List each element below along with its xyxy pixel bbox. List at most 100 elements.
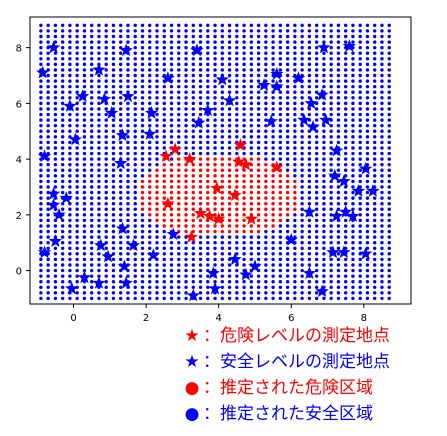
safe-region-dot xyxy=(162,257,166,262)
safe-region-dot xyxy=(213,112,217,117)
safe-region-dot xyxy=(39,263,43,267)
safe-region-dot xyxy=(351,151,355,156)
safe-region-dot xyxy=(380,123,384,128)
safe-region-dot xyxy=(119,196,123,200)
danger-region-dot xyxy=(206,168,210,172)
safe-region-dot xyxy=(293,151,297,156)
safe-region-dot xyxy=(82,57,87,61)
safe-region-dot xyxy=(169,263,174,267)
safe-region-dot xyxy=(184,296,188,301)
danger-region-dot xyxy=(155,185,159,189)
safe-region-dot xyxy=(264,123,268,128)
safe-region-dot xyxy=(373,34,377,39)
safe-region-dot xyxy=(358,257,362,262)
safe-region-dot xyxy=(271,62,275,67)
safe-region-dot xyxy=(314,246,319,250)
safe-region-dot xyxy=(220,57,225,61)
danger-region-dot xyxy=(162,190,166,195)
safe-region-dot xyxy=(351,274,355,278)
safe-region-dot xyxy=(53,34,58,39)
danger-measurement-star xyxy=(193,206,208,220)
safe-region-dot xyxy=(242,101,246,106)
safe-region-dot xyxy=(300,140,304,145)
safe-region-dot xyxy=(300,84,304,89)
safe-region-dot xyxy=(82,207,87,211)
danger-measurement-star xyxy=(228,188,242,201)
safe-region-dot xyxy=(104,23,108,28)
safe-region-dot xyxy=(249,40,254,44)
safe-region-dot xyxy=(104,107,108,111)
safe-region-dot xyxy=(89,218,94,223)
safe-region-dot xyxy=(169,118,174,122)
safe-region-dot xyxy=(75,90,79,94)
danger-region-dot xyxy=(169,162,174,167)
danger-region-dot xyxy=(206,201,210,206)
safe-region-dot xyxy=(351,135,355,139)
safe-region-dot xyxy=(351,268,355,273)
safe-region-dot xyxy=(307,68,312,72)
safe-region-dot xyxy=(358,207,362,211)
safe-region-dot xyxy=(300,179,304,184)
safe-region-dot xyxy=(358,179,362,184)
safe-region-dot xyxy=(351,185,355,189)
safe-region-dot xyxy=(365,23,370,28)
safe-region-dot xyxy=(191,123,195,128)
danger-region-dot xyxy=(271,218,275,223)
safe-region-dot xyxy=(89,274,94,278)
safe-region-dot xyxy=(307,257,312,262)
safe-region-dot xyxy=(75,291,79,295)
safe-region-dot xyxy=(177,241,181,245)
danger-region-dot xyxy=(256,179,261,184)
safe-region-dot xyxy=(264,235,268,239)
safe-region-dot xyxy=(264,252,268,256)
safe-region-dot xyxy=(271,296,275,301)
safe-region-dot xyxy=(53,40,58,44)
safe-region-dot xyxy=(140,146,145,150)
safe-region-dot xyxy=(293,140,297,145)
safe-region-dot xyxy=(322,51,326,55)
safe-region-dot xyxy=(329,229,333,234)
safe-region-dot xyxy=(97,34,101,39)
safe-region-dot xyxy=(213,73,217,78)
safe-region-dot xyxy=(60,140,65,145)
safe-region-dot xyxy=(111,201,116,206)
safe-region-dot xyxy=(60,45,65,50)
safe-region-dot xyxy=(351,96,355,100)
safe-region-dot xyxy=(119,68,123,72)
safe-region-dot xyxy=(235,29,239,33)
safe-region-dot xyxy=(373,201,377,206)
safe-region-dot xyxy=(373,280,377,284)
safe-region-dot xyxy=(380,162,384,167)
safe-region-dot xyxy=(82,107,87,111)
danger-region-dot xyxy=(220,157,225,161)
safe-region-dot xyxy=(155,112,159,117)
safe-region-dot xyxy=(46,140,50,145)
safe-measurement-star xyxy=(326,245,340,259)
safe-region-dot xyxy=(271,268,275,273)
safe-region-dot xyxy=(242,34,246,39)
safe-region-dot xyxy=(343,29,348,33)
safe-region-dot xyxy=(227,135,232,139)
safe-region-dot xyxy=(53,268,58,273)
safe-region-dot xyxy=(89,151,94,156)
safe-region-dot xyxy=(177,29,181,33)
safe-region-dot xyxy=(278,140,283,145)
danger-measurement-star xyxy=(270,160,284,174)
safe-region-dot xyxy=(307,235,312,239)
safe-region-dot xyxy=(82,168,87,172)
safe-region-dot xyxy=(285,68,290,72)
safe-region-dot xyxy=(300,263,304,267)
safe-region-dot xyxy=(271,274,275,278)
danger-region-dot xyxy=(213,157,217,161)
safe-region-dot xyxy=(126,157,130,161)
safe-region-dot xyxy=(133,51,137,55)
danger-region-dot xyxy=(235,168,239,172)
safe-region-dot xyxy=(126,146,130,150)
safe-region-dot xyxy=(82,174,87,178)
safe-region-dot xyxy=(365,196,370,200)
safe-region-dot xyxy=(278,79,283,83)
safe-region-dot xyxy=(380,285,384,289)
safe-region-dot xyxy=(155,140,159,145)
safe-region-dot xyxy=(300,246,304,250)
safe-region-dot xyxy=(343,101,348,106)
